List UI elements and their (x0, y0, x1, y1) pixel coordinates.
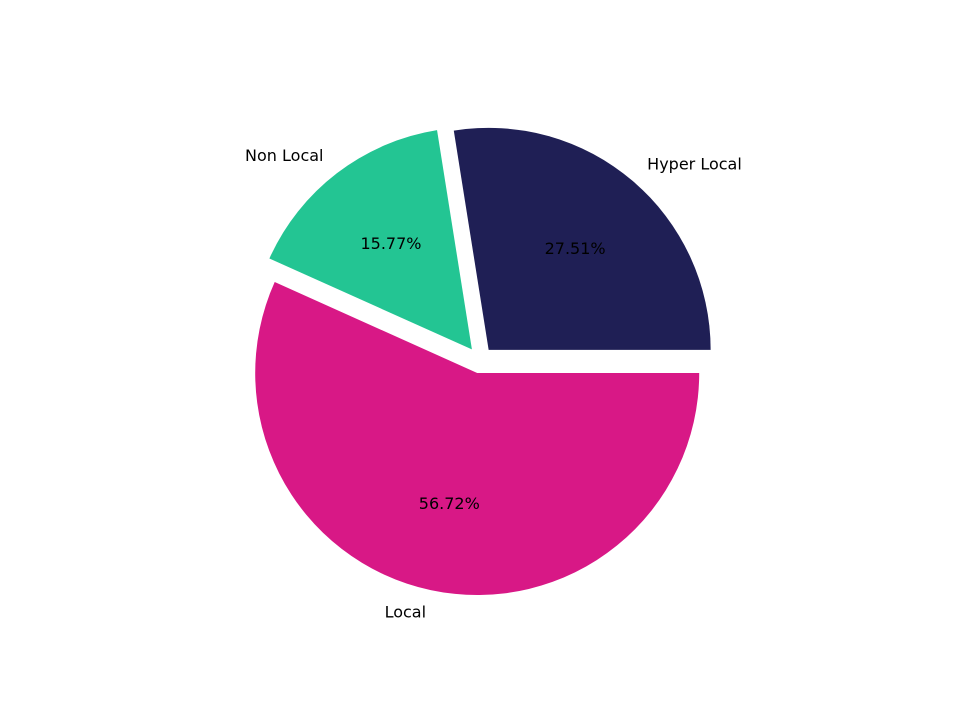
pie-percent-label: 15.77% (360, 234, 421, 253)
pie-category-label: Hyper Local (647, 155, 742, 174)
pie-category-label: Non Local (245, 146, 323, 165)
pie-percent-label: 27.51% (545, 239, 606, 258)
pie-slice-non-local (269, 130, 472, 350)
pie-slices (255, 127, 711, 596)
pie-slice-hyper-local (453, 127, 711, 350)
pie-slice-local (255, 282, 700, 596)
pie-percent-label: 56.72% (419, 494, 480, 513)
pie-category-label: Local (385, 602, 426, 621)
pie-labels: 27.51% Hyper Local 15.77% Non Local 56.72% Lo… (245, 146, 742, 621)
